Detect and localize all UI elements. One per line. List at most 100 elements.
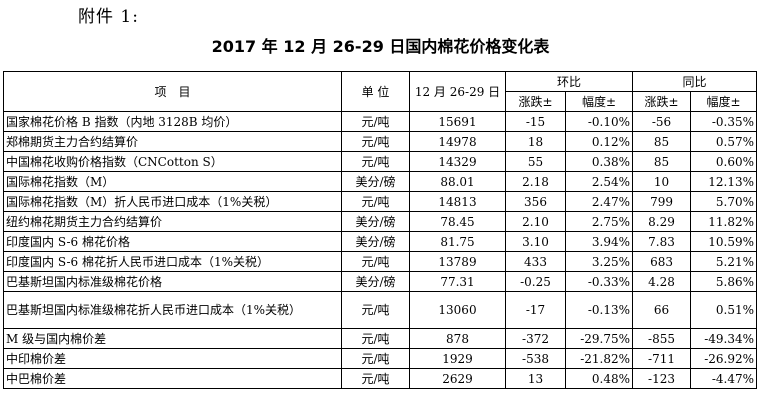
row-mom-range: -0.33% (564, 271, 634, 292)
table-row: 国际棉花指数（M） 美分/磅 88.01 2.18 2.54% 10 12.13% (3, 171, 758, 192)
row-unit: 元/吨 (341, 348, 410, 369)
table-row: 国际棉花指数（M）折人民币进口成本（1%关税） 元/吨 14813 356 2.47% 7… (3, 191, 758, 212)
cotton-price-table: 项 目 单 位 12 月 26-29 日 环比 同比 涨跌± 幅度± 涨跌± 幅… (3, 71, 758, 389)
row-yoy-range: 11.82% (690, 211, 758, 232)
row-name: 国家棉花价格 B 指数（内地 3128B 均价） (3, 111, 342, 132)
row-mom-range: 0.38% (564, 151, 634, 172)
row-yoy-range: 12.13% (690, 171, 758, 192)
row-yoy-range: -4.47% (690, 368, 758, 389)
row-yoy-range: -49.34% (690, 328, 758, 349)
table-row: 巴基斯坦国内标准级棉花价格 美分/磅 77.31 -0.25 -0.33% 4.28 5.8… (3, 271, 758, 292)
row-yoy-range: 0.57% (690, 131, 758, 152)
row-unit: 元/吨 (341, 131, 410, 152)
row-value: 1929 (409, 348, 506, 369)
row-mom-change: 13 (505, 368, 566, 389)
row-yoy-change: 4.28 (632, 271, 692, 292)
row-name: 印度国内 S-6 棉花折人民币进口成本（1%关税） (3, 251, 342, 272)
row-value: 14978 (409, 131, 506, 152)
row-yoy-range: 5.70% (690, 191, 758, 212)
row-value: 81.75 (409, 231, 506, 252)
row-yoy-change: 8.29 (632, 211, 692, 232)
row-name: 巴基斯坦国内标准级棉花价格 (3, 271, 342, 292)
row-yoy-change: 85 (632, 131, 692, 152)
row-yoy-range: 5.86% (690, 271, 758, 292)
table-row: M 级与国内棉价差 元/吨 878 -372 -29.75% -855 -49.34% (3, 328, 758, 349)
table-row: 郑棉期货主力合约结算价 元/吨 14978 18 0.12% 85 0.57% (3, 131, 758, 152)
row-value: 14329 (409, 151, 506, 172)
row-mom-change: -15 (505, 111, 566, 132)
row-mom-range: 3.25% (564, 251, 634, 272)
row-yoy-change: -56 (632, 111, 692, 132)
row-mom-range: -0.13% (564, 291, 634, 329)
header-yoy-range: 幅度± (690, 91, 758, 112)
row-name: 国际棉花指数（M）折人民币进口成本（1%关税） (3, 191, 342, 212)
table-row: 国家棉花价格 B 指数（内地 3128B 均价） 元/吨 15691 -15 -0.10… (3, 111, 758, 132)
row-mom-change: 55 (505, 151, 566, 172)
row-yoy-change: 66 (632, 291, 692, 329)
row-yoy-change: -123 (632, 368, 692, 389)
row-mom-change: -0.25 (505, 271, 566, 292)
row-unit: 美分/磅 (341, 211, 410, 232)
table-row: 印度国内 S-6 棉花折人民币进口成本（1%关税） 元/吨 13789 433 3.25… (3, 251, 758, 272)
header-yoy: 同比 (632, 71, 758, 92)
row-unit: 元/吨 (341, 111, 410, 132)
header-mom-change: 涨跌± (505, 91, 566, 112)
row-unit: 元/吨 (341, 328, 410, 349)
row-name: 中国棉花收购价格指数（CNCotton S） (3, 151, 342, 172)
table-row: 中印棉价差 元/吨 1929 -538 -21.82% -711 -26.92% (3, 348, 758, 369)
row-name: 中印棉价差 (3, 348, 342, 369)
row-mom-change: -538 (505, 348, 566, 369)
row-yoy-change: 10 (632, 171, 692, 192)
row-yoy-range: 0.51% (690, 291, 758, 329)
row-name: 郑棉期货主力合约结算价 (3, 131, 342, 152)
row-yoy-change: 799 (632, 191, 692, 212)
row-name: 中巴棉价差 (3, 368, 342, 389)
row-value: 13789 (409, 251, 506, 272)
row-yoy-range: -0.35% (690, 111, 758, 132)
row-yoy-range: 0.60% (690, 151, 758, 172)
table-row: 中巴棉价差 元/吨 2629 13 0.48% -123 -4.47% (3, 368, 758, 389)
row-yoy-range: -26.92% (690, 348, 758, 369)
row-mom-change: 3.10 (505, 231, 566, 252)
header-item: 项 目 (3, 71, 342, 112)
row-value: 78.45 (409, 211, 506, 232)
row-unit: 美分/磅 (341, 231, 410, 252)
header-unit: 单 位 (341, 71, 410, 112)
row-value: 14813 (409, 191, 506, 212)
row-mom-change: 356 (505, 191, 566, 212)
row-mom-range: -29.75% (564, 328, 634, 349)
row-mom-range: 0.48% (564, 368, 634, 389)
table-row: 巴基斯坦国内标准级棉花折人民币进口成本（1%关税） 元/吨 13060 -17 -0.1… (3, 291, 758, 329)
row-name: 巴基斯坦国内标准级棉花折人民币进口成本（1%关税） (3, 291, 342, 329)
row-mom-change: -17 (505, 291, 566, 329)
row-mom-range: 3.94% (564, 231, 634, 252)
row-mom-change: 2.18 (505, 171, 566, 192)
row-mom-change: 18 (505, 131, 566, 152)
row-yoy-change: 7.83 (632, 231, 692, 252)
table-row: 纽约棉花期货主力合约结算价 美分/磅 78.45 2.10 2.75% 8.29 11.82… (3, 211, 758, 232)
row-mom-change: 2.10 (505, 211, 566, 232)
header-mom: 环比 (504, 71, 634, 92)
row-yoy-range: 10.59% (690, 231, 758, 252)
row-unit: 元/吨 (341, 191, 410, 212)
attachment-label: 附件 1: (78, 7, 139, 27)
row-mom-range: -0.10% (564, 111, 634, 132)
row-value: 2629 (409, 368, 506, 389)
row-mom-change: -372 (505, 328, 566, 349)
header-date: 12 月 26-29 日 (409, 71, 506, 112)
row-name: 纽约棉花期货主力合约结算价 (3, 211, 342, 232)
row-unit: 美分/磅 (341, 271, 410, 292)
row-value: 15691 (409, 111, 506, 132)
row-yoy-change: -711 (632, 348, 692, 369)
row-value: 878 (409, 328, 506, 349)
row-name: 印度国内 S-6 棉花价格 (3, 231, 342, 252)
row-mom-range: -21.82% (564, 348, 634, 369)
row-yoy-change: -855 (632, 328, 692, 349)
row-value: 88.01 (409, 171, 506, 192)
table-row: 印度国内 S-6 棉花价格 美分/磅 81.75 3.10 3.94% 7.83 10.59… (3, 231, 758, 252)
row-yoy-change: 85 (632, 151, 692, 172)
row-value: 77.31 (409, 271, 506, 292)
header-mom-range: 幅度± (564, 91, 634, 112)
row-value: 13060 (409, 291, 506, 329)
row-unit: 美分/磅 (341, 171, 410, 192)
